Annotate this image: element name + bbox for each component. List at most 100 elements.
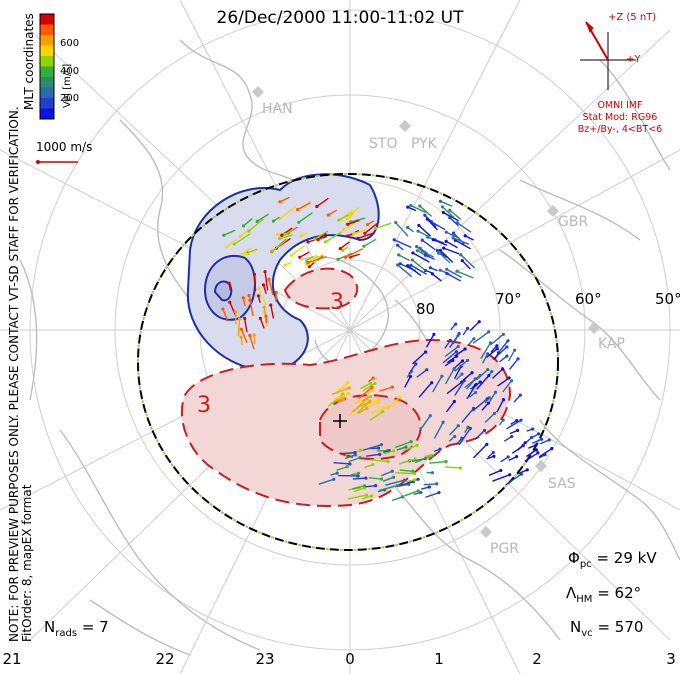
velocity-vector-origin (364, 493, 369, 497)
velocity-vector-origin (346, 234, 350, 238)
velocity-vector-origin (408, 374, 413, 379)
velocity-vector-origin (423, 350, 428, 354)
velocity-vector-origin (465, 358, 470, 362)
velocity-vector (375, 222, 392, 230)
velocity-vector-origin (395, 483, 399, 488)
velocity-vector (314, 230, 329, 240)
velocity-vector-origin (531, 427, 535, 431)
velocity-vector-origin (252, 333, 256, 337)
velocity-vector-origin (347, 386, 351, 390)
velocity-vector (445, 231, 459, 239)
velocity-vector-origin (415, 443, 419, 447)
velocity-vector-origin (510, 434, 514, 439)
velocity-vector-origin (486, 352, 490, 356)
velocity-vector-origin (435, 482, 439, 486)
velocity-vector (491, 368, 504, 379)
velocity-vector-origin (376, 397, 381, 402)
velocity-vector-origin (437, 250, 441, 254)
velocity-vector-origin (261, 283, 266, 287)
velocity-vector (398, 483, 409, 487)
velocity-vector-origin (459, 253, 463, 257)
velocity-vector-origin (519, 472, 523, 476)
velocity-vector-origin (392, 238, 396, 242)
velocity-vector (291, 245, 305, 256)
velocity-vector (249, 300, 254, 317)
velocity-vector-origin (478, 380, 482, 384)
velocity-vector-origin (306, 260, 310, 265)
radar-marker-han (252, 86, 264, 98)
velocity-vector (446, 355, 457, 364)
velocity-vector-origin (336, 257, 340, 261)
velocity-vector (475, 369, 489, 381)
velocity-vector-origin (470, 371, 474, 375)
stat-lambda-hm: ΛHM = 62° (566, 584, 642, 605)
velocity-vector-origin (501, 332, 505, 336)
velocity-vector (325, 231, 343, 243)
velocity-vector (347, 494, 367, 500)
velocity-vector-origin (428, 453, 433, 457)
velocity-vector-origin (460, 372, 464, 376)
velocity-vector (362, 444, 382, 451)
velocity-vector-origin (297, 220, 301, 224)
velocity-vector (371, 406, 389, 414)
velocity-vector-origin (391, 475, 396, 479)
velocity-vector-origin (248, 298, 252, 302)
velocity-vector (404, 376, 412, 388)
latitude-label-50: 50° (655, 290, 680, 308)
velocity-vector-origin (406, 264, 410, 268)
velocity-vector-origin (485, 397, 489, 401)
velocity-vector-origin (413, 457, 417, 461)
velocity-vector (452, 335, 459, 345)
velocity-vector-origin (506, 455, 510, 459)
velocity-vector (234, 233, 251, 245)
velocity-vector (416, 246, 430, 257)
velocity-vector-origin (247, 293, 251, 298)
velocity-vector (421, 239, 436, 251)
velocity-vector (403, 490, 419, 497)
velocity-vector (445, 240, 458, 249)
velocity-vector-origin (440, 205, 445, 209)
velocity-vector (279, 196, 290, 203)
velocity-vector (460, 254, 476, 269)
velocity-vector-origin (379, 477, 384, 481)
velocity-vector-origin (413, 472, 417, 476)
mlt-tick-21: 21 (2, 650, 22, 668)
velocity-vector-origin (341, 397, 346, 401)
velocity-vector (307, 256, 327, 264)
velocity-vector (240, 328, 248, 344)
velocity-vector-origin (444, 459, 448, 464)
velocity-vector (442, 206, 455, 219)
velocity-vector (243, 218, 253, 227)
radar-label-pgr: PGR (490, 541, 520, 557)
velocity-vector-origin (458, 466, 462, 470)
velocity-vector-origin (289, 253, 294, 257)
velocity-vector-origin (409, 263, 413, 267)
velocity-vector (340, 451, 356, 455)
velocity-vector (507, 349, 516, 362)
velocity-vector-origin (487, 373, 491, 378)
velocity-vector-origin (376, 400, 381, 404)
velocity-vector (368, 477, 382, 480)
velocity-vector-origin (460, 359, 465, 363)
velocity-vector-origin (241, 296, 245, 300)
velocity-vector-origin (417, 223, 421, 228)
velocity-vector-origin (409, 440, 413, 444)
velocity-vector (391, 496, 403, 502)
velocity-vector-origin (428, 266, 433, 270)
velocity-vector (357, 231, 376, 240)
velocity-vector (505, 473, 522, 486)
velocity-vector-origin (316, 237, 320, 242)
velocity-vector-origin (306, 240, 310, 244)
velocity-vector (412, 252, 430, 263)
velocity-vector-origin (342, 227, 346, 232)
colorbar-segment (40, 87, 54, 99)
velocity-vector-origin (353, 453, 357, 457)
imf-clock (580, 21, 636, 90)
velocity-vector-origin (513, 348, 517, 352)
mlt-tick-0: 0 (345, 650, 355, 668)
velocity-colorbar (39, 13, 55, 120)
velocity-vector (356, 401, 371, 409)
radar-label-pyk: PYK (411, 136, 437, 152)
